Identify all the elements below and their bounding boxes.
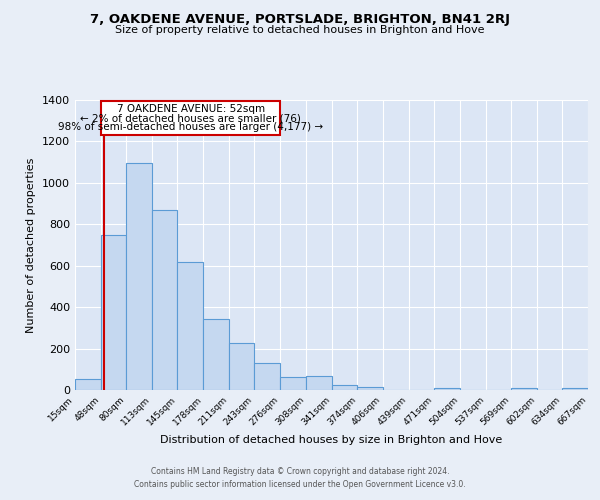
Text: 98% of semi-detached houses are larger (4,177) →: 98% of semi-detached houses are larger (… (58, 122, 323, 132)
Bar (101, 234, 126, 390)
Bar (126, 163, 152, 390)
Bar (562, 388, 588, 390)
Bar (280, 376, 305, 390)
Text: 7, OAKDENE AVENUE, PORTSLADE, BRIGHTON, BN41 2RJ: 7, OAKDENE AVENUE, PORTSLADE, BRIGHTON, … (90, 12, 510, 26)
Bar (229, 344, 254, 390)
Text: 7 OAKDENE AVENUE: 52sqm: 7 OAKDENE AVENUE: 52sqm (116, 104, 265, 114)
Text: Contains HM Land Registry data © Crown copyright and database right 2024.: Contains HM Land Registry data © Crown c… (151, 467, 449, 476)
Bar (254, 363, 280, 390)
Bar (331, 385, 358, 390)
Bar (203, 318, 229, 390)
X-axis label: Distribution of detached houses by size in Brighton and Hove: Distribution of detached houses by size … (160, 436, 503, 446)
Bar (305, 376, 331, 390)
Bar (75, 378, 101, 390)
Text: Size of property relative to detached houses in Brighton and Hove: Size of property relative to detached ho… (115, 25, 485, 35)
Bar (358, 387, 383, 390)
Bar (152, 210, 177, 390)
Y-axis label: Number of detached properties: Number of detached properties (26, 158, 37, 332)
Bar (434, 388, 460, 390)
Bar (511, 388, 537, 390)
Bar (177, 262, 203, 390)
Text: ← 2% of detached houses are smaller (76): ← 2% of detached houses are smaller (76) (80, 113, 301, 123)
FancyBboxPatch shape (101, 101, 280, 135)
Text: Contains public sector information licensed under the Open Government Licence v3: Contains public sector information licen… (134, 480, 466, 489)
